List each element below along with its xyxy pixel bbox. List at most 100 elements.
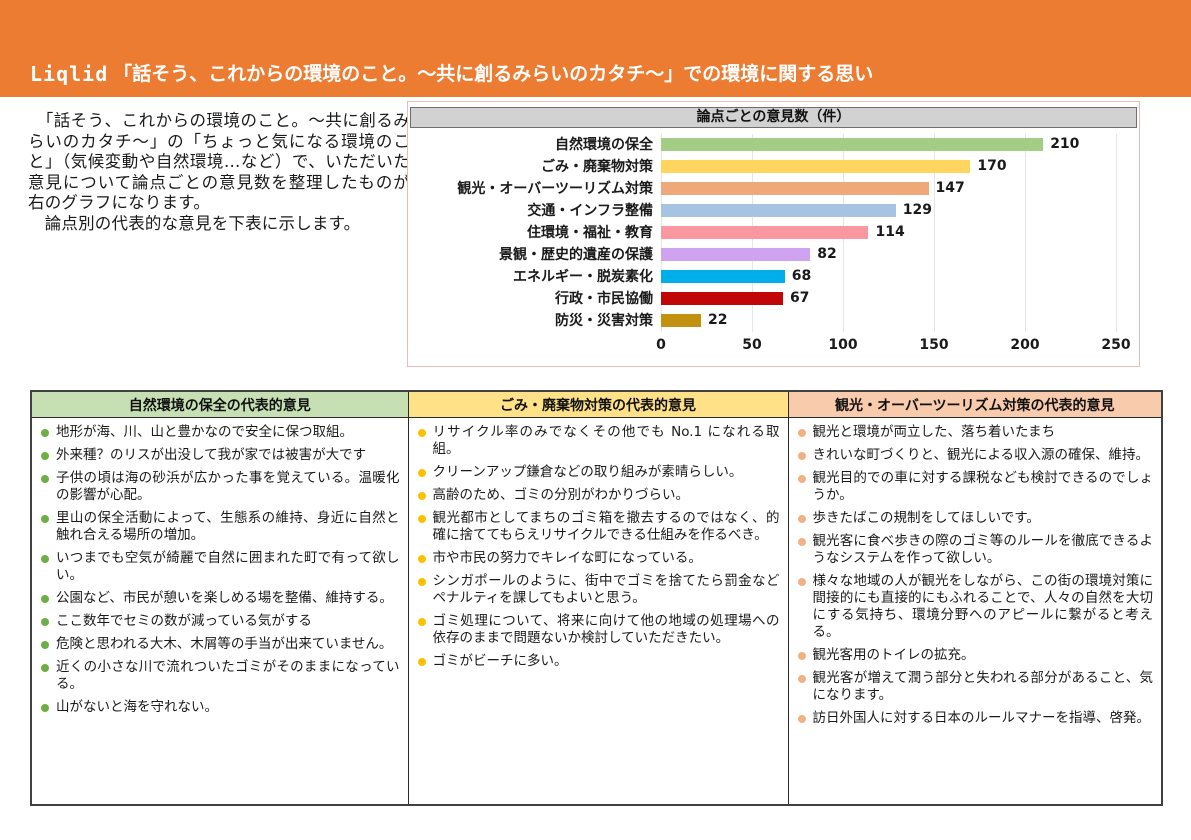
chart-bar-area: 147 (661, 177, 1121, 199)
opinion-item: ここ数年でセミの数が減っている気がする (40, 613, 400, 630)
chart-bar (661, 247, 811, 261)
chart-value-label: 82 (817, 246, 837, 262)
bullet-icon (41, 594, 49, 603)
bullet-icon (417, 657, 426, 666)
opinion-item: 観光と環境が両立した、落ち着いたまち (797, 424, 1154, 441)
chart-row: 交通・インフラ整備 129 (408, 199, 1139, 221)
chart-row: 景観・歴史的遺産の保護 82 (408, 243, 1139, 265)
opinion-text: 観光客用のトイレの拡充。 (812, 647, 975, 663)
chart-value-label: 22 (708, 312, 728, 328)
opinion-item: 近くの小さな川で流れついたゴミがそのままになっている。 (40, 659, 400, 693)
page-title: 「話そう、これからの環境のこと。～共に創るみらいのカタチ～」での環境に関する思い (113, 63, 874, 85)
opinion-text: ゴミがビーチに多い。 (432, 653, 568, 669)
opinion-text: 公園など、市民が憩いを楽しめる場を整備、維持する。 (56, 590, 393, 606)
opinion-list: リサイクル率のみでなくその他でも No.1 になれる取組。クリーンアップ鎌倉など… (417, 424, 780, 670)
opinion-text: 里山の保全活動によって、生態系の維持、身近に自然と触れ合える場所の増加。 (56, 510, 400, 543)
gridline (1116, 134, 1117, 332)
opinion-text: 様々な地域の人が観光をしながら、この街の環境対策に間接的にも直接的にもふれること… (812, 573, 1154, 640)
bullet-icon (41, 663, 49, 672)
opinion-text: 高齢のため、ゴミの分別がわかりづらい。 (432, 487, 690, 503)
bullet-icon (41, 640, 49, 649)
opinion-text: いつまでも空気が綺麗で自然に囲まれた町で有って欲しい。 (56, 550, 400, 583)
opinion-item: 子供の頃は海の砂浜が広かった事を覚えている。温暖化の影響が心配。 (40, 470, 400, 504)
bullet-icon (797, 451, 806, 460)
opinion-text: 観光と環境が両立した、落ち着いたまち (812, 424, 1056, 440)
opinion-text: ゴミ処理について、将来に向けて他の地域の処理場への依存のままで問題ないか検討して… (432, 613, 780, 646)
intro-text: 「話そう、これからの環境のこと。～共に創るみらいのカタチ～」の「ちょっと気になる… (28, 111, 410, 234)
opinion-item: 観光都市としてまちのゴミ箱を撤去するのではなく、的確に捨ててもらえリサイクルでき… (417, 510, 780, 544)
opinion-text: 観光目的での車に対する課税なども検討できるのでしょうか。 (812, 470, 1154, 503)
opinion-item: 里山の保全活動によって、生態系の維持、身近に自然と触れ合える場所の増加。 (40, 510, 400, 544)
opinion-item: いつまでも空気が綺麗で自然に囲まれた町で有って欲しい。 (40, 550, 400, 584)
chart-bar-area: 82 (661, 243, 1121, 265)
chart-bar (661, 137, 1044, 151)
table-column-cell: 地形が海、川、山と豊かなので安全に保つ取組。外来種？のリスが出没して我が家では被… (30, 417, 409, 806)
bullet-icon (797, 651, 806, 660)
chart-plot: 自然環境の保全 210 ごみ・廃棄物対策 170 観光・オーバーツーリズム対策 147 交通… (408, 133, 1139, 355)
opinion-item: きれいな町づくりと、観光による収入源の確保、維持。 (797, 447, 1154, 464)
opinion-item: シンガポールのように、街中でゴミを捨てたら罰金などペナルティを課してもよいと思う… (417, 573, 780, 607)
opinion-text: 観光客が増えて潤う部分と失われる部分があること、気になります。 (812, 670, 1154, 703)
table-header-row: 自然環境の保全の代表的意見 ごみ・廃棄物対策の代表的意見 観光・オーバーツーリズム対… (30, 390, 1163, 418)
chart-bar-area: 67 (661, 287, 1121, 309)
opinion-item: 山がないと海を守れない。 (40, 699, 400, 716)
opinion-text: クリーンアップ鎌倉などの取り組みが素晴らしい。 (432, 464, 743, 480)
bullet-icon (797, 577, 806, 586)
opinion-text: シンガポールのように、街中でゴミを捨てたら罰金などペナルティを課してもよいと思う… (432, 573, 780, 606)
opinion-text: 外来種？のリスが出没して我が家では被害が大です (56, 447, 367, 463)
bullet-icon (417, 514, 426, 523)
bullet-icon (417, 617, 426, 626)
chart-category-label: 交通・インフラ整備 (527, 203, 653, 219)
opinion-text: 観光都市としてまちのゴミ箱を撤去するのではなく、的確に捨ててもらえリサイクルでき… (432, 510, 780, 543)
bullet-icon (41, 428, 49, 437)
opinion-item: 危険と思われる大木、木屑等の手当が出来ていません。 (40, 636, 400, 653)
chart-row: 防災・災害対策 22 (408, 309, 1139, 331)
opinion-item: 公園など、市民が憩いを楽しめる場を整備、維持する。 (40, 590, 400, 607)
intro-paragraph-2: 論点別の代表的な意見を下表に示します。 (28, 213, 361, 233)
chart-bar-area: 22 (661, 309, 1121, 331)
chart-bar (661, 159, 971, 173)
bullet-icon (417, 491, 426, 500)
opinion-item: 観光客が増えて潤う部分と失われる部分があること、気になります。 (797, 670, 1154, 704)
bullet-icon (41, 451, 49, 460)
opinion-text: きれいな町づくりと、観光による収入源の確保、維持。 (812, 447, 1150, 463)
bullet-icon (417, 554, 426, 563)
chart-title: 論点ごとの意見数（件） (410, 107, 1137, 128)
opinion-text: ここ数年でセミの数が減っている気がする (56, 613, 312, 629)
opinion-item: 歩きたばこの規制をしてほしいです。 (797, 510, 1154, 527)
chart-rows: 自然環境の保全 210 ごみ・廃棄物対策 170 観光・オーバーツーリズム対策 147 交通… (408, 133, 1139, 331)
bullet-icon (417, 428, 426, 437)
opinion-item: 観光目的での車に対する課税なども検討できるのでしょうか。 (797, 470, 1154, 504)
chart-category-label: 行政・市民協働 (555, 291, 653, 307)
opinion-list: 地形が海、川、山と豊かなので安全に保つ取組。外来種？のリスが出没して我が家では被… (40, 424, 400, 716)
brand-logo-text: Liqlid (30, 62, 109, 86)
opinion-text: 危険と思われる大木、木屑等の手当が出来ていません。 (56, 636, 393, 652)
bullet-icon (797, 714, 806, 723)
x-axis-tick-label: 50 (742, 337, 762, 353)
chart-row: 自然環境の保全 210 (408, 133, 1139, 155)
chart-bar (661, 203, 896, 217)
x-axis-tick-label: 0 (656, 337, 666, 353)
bullet-icon (797, 474, 806, 483)
opinion-item: ゴミがビーチに多い。 (417, 653, 780, 670)
table-body-row: 地形が海、川、山と豊かなので安全に保つ取組。外来種？のリスが出没して我が家では被… (30, 417, 1163, 806)
table-column-header: 自然環境の保全の代表的意見 (30, 390, 409, 418)
x-axis-tick-label: 200 (1010, 337, 1040, 353)
opinion-item: 市や市民の努力でキレイな町になっている。 (417, 550, 780, 567)
x-axis-tick-label: 100 (828, 337, 858, 353)
opinion-item: 訪日外国人に対する日本のルールマナーを指導、啓発。 (797, 710, 1154, 727)
opinion-item: 地形が海、川、山と豊かなので安全に保つ取組。 (40, 424, 400, 441)
bullet-icon (797, 428, 806, 437)
bullet-icon (41, 514, 49, 523)
opinion-text: 歩きたばこの規制をしてほしいです。 (812, 510, 1040, 526)
chart-panel: 論点ごとの意見数（件） 自然環境の保全 210 ごみ・廃棄物対策 170 観光・オーバー… (407, 101, 1140, 367)
chart-value-label: 129 (902, 202, 932, 218)
opinion-item: 高齢のため、ゴミの分別がわかりづらい。 (417, 487, 780, 504)
table-column-cell: リサイクル率のみでなくその他でも No.1 になれる取組。クリーンアップ鎌倉など… (407, 417, 789, 806)
header-bar: Liqlid 「話そう、これからの環境のこと。～共に創るみらいのカタチ～」での環… (0, 0, 1191, 97)
chart-category-label: 自然環境の保全 (555, 137, 653, 153)
bullet-icon (41, 474, 49, 483)
table-column-cell: 観光と環境が両立した、落ち着いたまちきれいな町づくりと、観光による収入源の確保、… (787, 417, 1163, 806)
opinion-text: リサイクル率のみでなくその他でも No.1 になれる取組。 (432, 424, 780, 457)
